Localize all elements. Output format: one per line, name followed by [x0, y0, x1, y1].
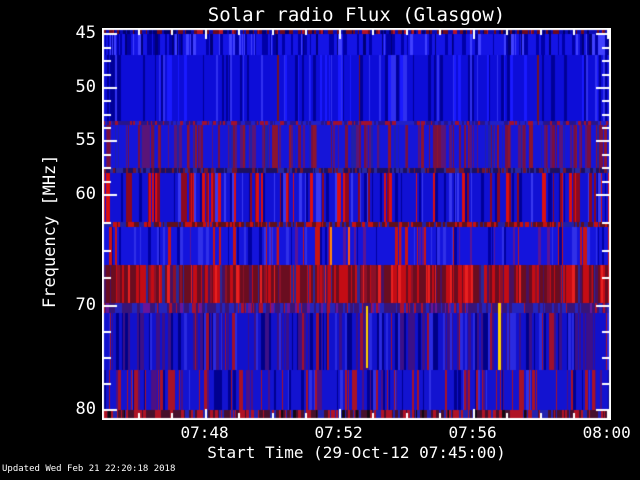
updated-timestamp: Updated Wed Feb 21 22:20:18 2018 — [2, 464, 176, 474]
x-tick-label-0756: 07:56 — [448, 423, 497, 442]
x-tick-label-0752: 07:52 — [314, 423, 363, 442]
x-axis-title: Start Time (29-Oct-12 07:45:00) — [207, 443, 506, 462]
x-tick-label-0748: 07:48 — [180, 423, 229, 442]
y-tick-label-50: 50 — [75, 77, 96, 98]
y-tick-label-55: 55 — [75, 130, 96, 151]
chart-title: Solar radio Flux (Glasgow) — [207, 4, 506, 26]
spectrogram-plot-area — [102, 28, 611, 420]
y-tick-label-80: 80 — [75, 399, 96, 420]
y-tick-label-70: 70 — [75, 295, 96, 316]
y-axis-title-text: Frequency [MHz] — [40, 154, 60, 308]
y-tick-label-45: 45 — [75, 23, 96, 44]
x-tick-label-0800: 08:00 — [582, 423, 631, 442]
y-tick-label-60: 60 — [75, 184, 96, 205]
